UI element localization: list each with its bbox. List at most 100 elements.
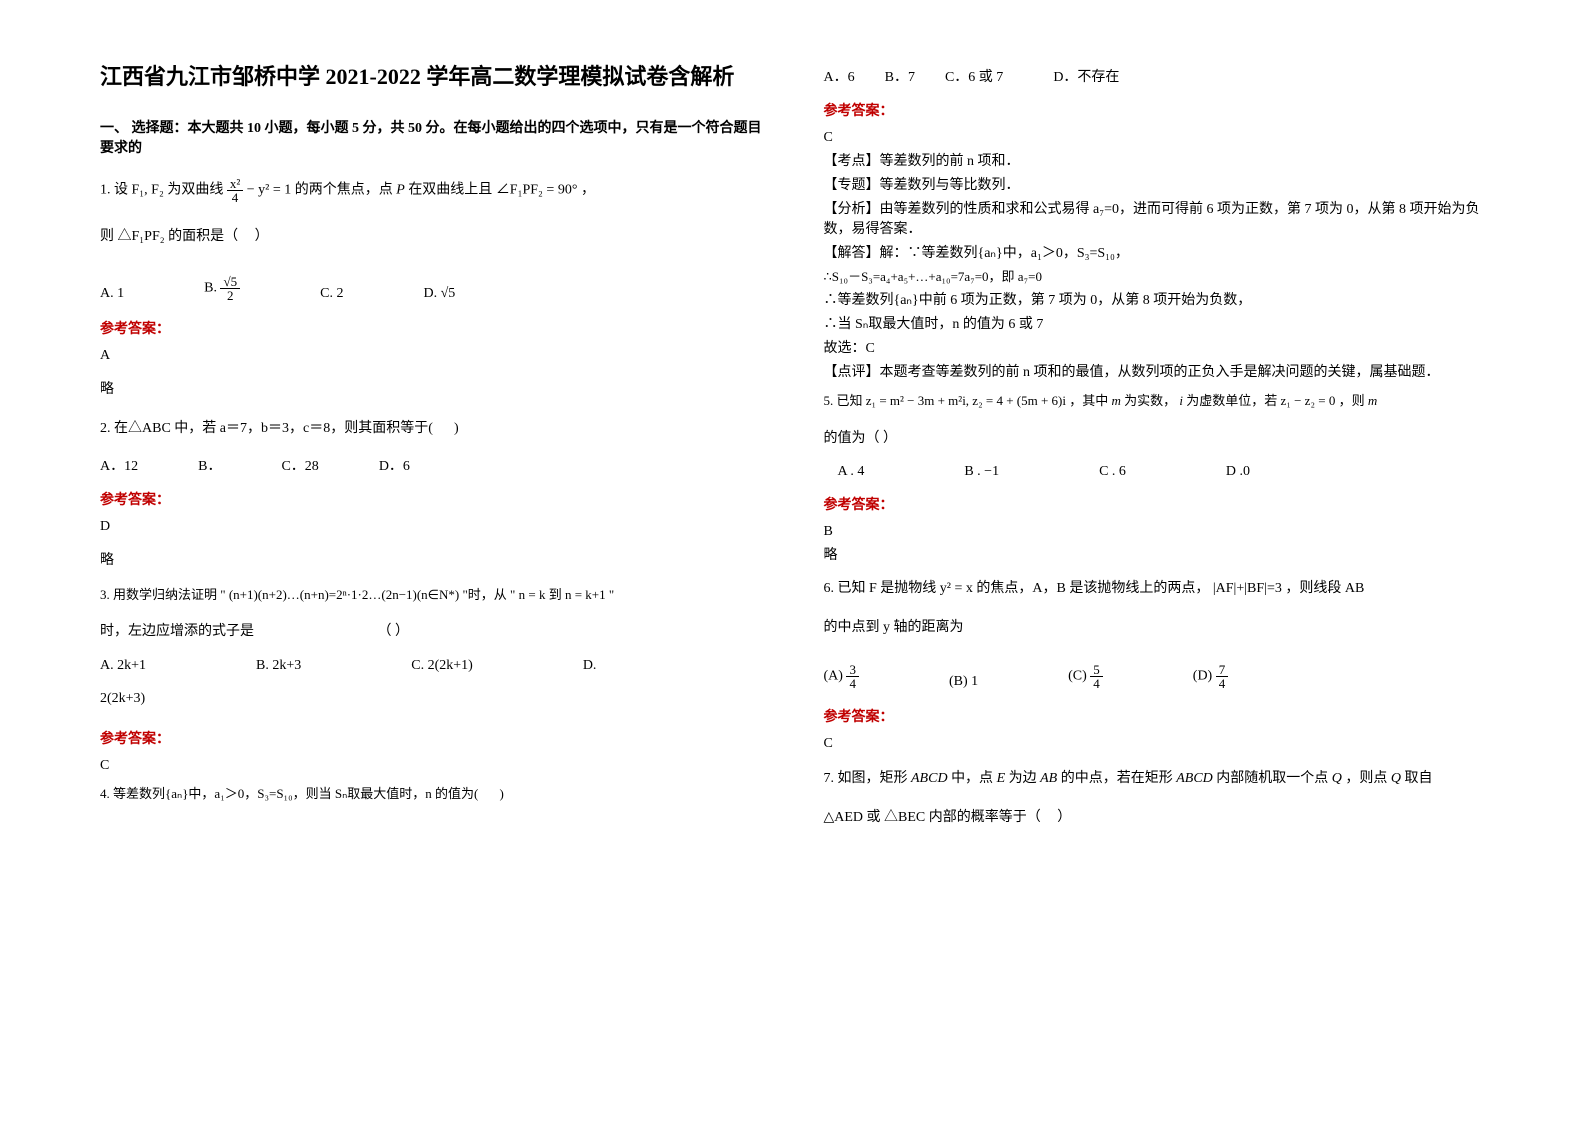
- q4-optB: B．7: [885, 66, 915, 86]
- q4-optA: A．6: [824, 66, 855, 86]
- q1-t3: 的两个焦点，点: [295, 183, 393, 198]
- q4-optC: C．6 或 7: [945, 66, 1003, 86]
- q2-optD: D．6: [379, 455, 410, 475]
- q6-para: y² = x: [940, 581, 973, 596]
- q2-optC: C．28: [281, 455, 318, 475]
- q3-nk1: n = k+1: [565, 587, 606, 602]
- q3-stem: 3. 用数学归纳法证明 " (n+1)(n+2)…(n+n)=2ⁿ·1·2…(2…: [100, 583, 764, 608]
- q1-frac-d: 4: [227, 191, 243, 204]
- q2-lue: 略: [100, 549, 764, 569]
- q6-Af: 34: [846, 663, 859, 690]
- q2-stem: 2. 在△ABC 中，若 a＝7，b＝3，c＝8，则其面积等于( ): [100, 416, 764, 443]
- q6-a: 6. 已知 F 是抛物线: [824, 581, 937, 596]
- q7-l2b: 或: [867, 810, 881, 825]
- q3-paren: （ ）: [378, 624, 410, 639]
- q5-optB: B . −1: [964, 464, 999, 480]
- q4-j5: 故选：C: [824, 337, 1488, 357]
- q6-ans: C: [824, 736, 1488, 752]
- q4-j2: ∴S₁₀－S₃=a₄+a₅+…+a₁₀=7a₇=0，即 a₇=0: [824, 266, 1488, 285]
- q7-l2a: △AED: [824, 810, 864, 825]
- q1-optC: C. 2: [320, 286, 343, 302]
- q3-opts: A. 2k+1 B. 2k+3 C. 2(2k+1) D.: [100, 658, 764, 674]
- q7-paren: ）: [1044, 805, 1084, 832]
- q3-c: 到: [549, 587, 562, 602]
- q3-optD-val: 2(2k+3): [100, 686, 764, 713]
- q1-l2c: ）: [242, 224, 282, 251]
- ans-label-2: 参考答案：: [100, 489, 764, 509]
- q1-t5: ，: [581, 183, 595, 198]
- ans-label-5: 参考答案：: [824, 494, 1488, 514]
- q3-optA: A. 2k+1: [100, 658, 146, 674]
- q5-i: i: [1179, 393, 1183, 408]
- q6-b: 的焦点，A，B 是该抛物线上的两点，: [976, 581, 1209, 596]
- q1-optB-l: B.: [204, 281, 217, 296]
- q7-stem: 7. 如图，矩形 ABCD 中，点 E 为边 AB 的中点，若在矩形 ABCD …: [824, 766, 1488, 793]
- q5-optA: A . 4: [838, 464, 865, 480]
- q5-z: z₁ = m² − 3m + m²i, z₂ = 4 + (5m + 6)i: [866, 393, 1066, 408]
- q5-b: ，其中: [1069, 393, 1108, 408]
- q5-stem: 5. 已知 z₁ = m² − 3m + m²i, z₂ = 4 + (5m +…: [824, 389, 1488, 414]
- q1-optB-d: 2: [220, 289, 240, 302]
- q5-e: ，则: [1339, 393, 1365, 408]
- q3-optB: B. 2k+3: [256, 658, 301, 674]
- zt-v: 等差数列与等比数列．: [880, 178, 1020, 193]
- q1-frac-n: x²: [227, 177, 243, 191]
- q1-f1f2: F₁, F₂: [132, 183, 164, 198]
- q1-t1: 1. 设: [100, 183, 128, 198]
- q1-opts: A. 1 B. √5 2 C. 2 D. √5: [100, 275, 764, 302]
- q3-formula: (n+1)(n+2)…(n+n)=2ⁿ·1·2…(2n−1)(n∈N*): [229, 587, 459, 602]
- q5-lue: 略: [824, 544, 1488, 564]
- q7-l2c: △BEC: [884, 810, 925, 825]
- q4-stem: 4. 等差数列{aₙ}中，a₁＞0，S₃=S₁₀，则当 Sₙ取最大值时，n 的值…: [100, 782, 764, 807]
- q6-Dfn: 7: [1216, 663, 1229, 677]
- q6-optD: (D) 74: [1193, 663, 1228, 690]
- q1-l2a: 则: [100, 229, 114, 244]
- q5-m2: m: [1368, 393, 1377, 408]
- q7-line2: △AED 或 △BEC 内部的概率等于（ ）: [824, 805, 1488, 832]
- q1-frac-rest: − y² = 1: [243, 183, 291, 198]
- q6-line2: 的中点到 y 轴的距离为: [824, 615, 1488, 642]
- kd-l: 【考点】: [824, 154, 880, 169]
- q1-optB-n: √5: [220, 275, 240, 289]
- q7-Q2: Q: [1391, 771, 1401, 786]
- q5-optD: D .0: [1226, 464, 1250, 480]
- q1-line2: 则 △F₁PF₂ 的面积是（ ）: [100, 224, 764, 251]
- q1-frac: x² 4: [227, 177, 243, 204]
- q6-optA: (A) 34: [824, 663, 859, 690]
- q3-ans: C: [100, 758, 764, 774]
- q4-dp: 【点评】本题考查等差数列的前 n 项和的最值，从数列项的正负入手是解决问题的关键…: [824, 361, 1488, 381]
- q4-paren: ): [482, 782, 522, 807]
- jd-l: 【解答】: [824, 246, 880, 261]
- q1-tri: △F₁PF₂: [118, 229, 165, 244]
- q1-t2: 为双曲线: [167, 183, 223, 198]
- q6-Afn: 3: [846, 663, 859, 677]
- q5-line2: 的值为（ ）: [824, 426, 1488, 453]
- q5-d: 为虚数单位，若: [1186, 393, 1277, 408]
- q7-c: 为边: [1009, 771, 1037, 786]
- q6-c: ，则线段 AB: [1285, 581, 1364, 596]
- q5-cond: z₁ − z₂ = 0: [1281, 393, 1336, 408]
- q7-a: 7. 如图，矩形: [824, 771, 908, 786]
- q6-Cfn: 5: [1090, 663, 1103, 677]
- q6-Al: (A): [824, 669, 843, 684]
- q7-b: 中，点: [951, 771, 993, 786]
- ans-label-3: 参考答案：: [100, 728, 764, 748]
- q6-Cf: 54: [1090, 663, 1103, 690]
- q4-fx: 【分析】由等差数列的性质和求和公式易得 a₇=0，进而可得前 6 项为正数，第 …: [824, 198, 1488, 238]
- q6-Dl: (D): [1193, 669, 1212, 684]
- q3-b: "时，从 ": [462, 587, 515, 602]
- q3-l2: 时，左边应增添的式子是: [100, 624, 254, 639]
- q7-abcd2: ABCD: [1176, 771, 1213, 786]
- q5-m: m: [1112, 393, 1121, 408]
- q2-optA: A．12: [100, 455, 138, 475]
- q3-optD: D.: [583, 658, 597, 674]
- q7-f: ，则点: [1345, 771, 1387, 786]
- dp-v: 本题考查等差数列的前 n 项和的最值，从数列项的正负入手是解决问题的关键，属基础…: [880, 365, 1440, 380]
- q7-e: 内部随机取一个点: [1216, 771, 1328, 786]
- q6-Afd: 4: [846, 677, 859, 690]
- q7-l2d: 内部的概率等于（: [929, 810, 1041, 825]
- q1-optB: B. √5 2: [204, 275, 240, 302]
- q1-optD: D. √5: [423, 286, 455, 302]
- q1-optB-frac: √5 2: [220, 275, 240, 302]
- q7-AB: AB: [1040, 771, 1057, 786]
